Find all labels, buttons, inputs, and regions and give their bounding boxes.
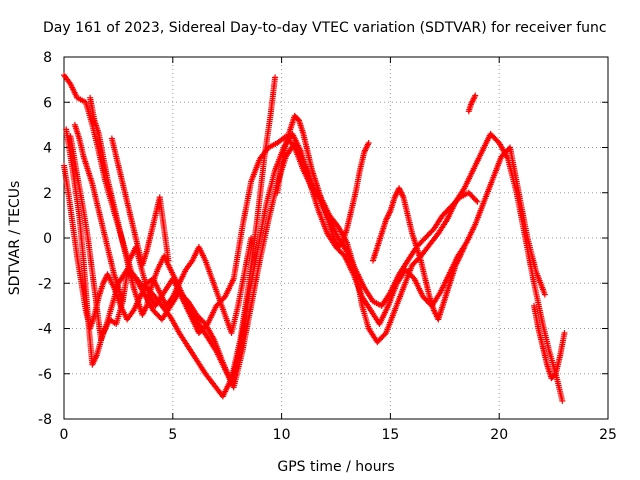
- x-tick-label: 20: [490, 427, 508, 443]
- data-point: [248, 235, 255, 241]
- data-point: [381, 331, 388, 338]
- y-tick-label: 8: [43, 50, 52, 66]
- data-point: [541, 291, 548, 298]
- y-tick-label: -6: [38, 367, 52, 383]
- data-point: [165, 257, 172, 264]
- x-tick-label: 5: [168, 427, 177, 443]
- data-point: [473, 197, 480, 204]
- data-point: [272, 74, 279, 81]
- y-tick-label: 2: [43, 186, 52, 202]
- data-point: [559, 397, 566, 404]
- y-tick-label: 0: [43, 231, 52, 247]
- axis-ticks: 0 5 10 15 20 25 -8 -6 -4 -2 0 2 4 6 8: [38, 50, 617, 443]
- chart-title: Day 161 of 2023, Sidereal Day-to-day VTE…: [43, 20, 607, 36]
- data-point: [461, 244, 468, 251]
- x-tick-label: 0: [60, 427, 69, 443]
- data-point: [365, 139, 372, 146]
- y-tick-label: 6: [43, 95, 52, 111]
- data-points: [61, 72, 568, 404]
- y-tick-label: 4: [43, 141, 52, 157]
- x-tick-label: 15: [381, 427, 399, 443]
- x-tick-label: 10: [273, 427, 291, 443]
- data-point: [474, 198, 481, 205]
- y-tick-label: -8: [38, 412, 52, 428]
- data-point: [119, 298, 126, 305]
- data-point: [561, 330, 568, 337]
- x-tick-label: 25: [599, 427, 617, 443]
- y-tick-label: -2: [38, 276, 52, 292]
- data-point: [472, 92, 479, 99]
- y-axis-label: SDTVAR / TECUs: [7, 181, 23, 296]
- x-axis-label: GPS time / hours: [277, 459, 394, 475]
- y-tick-label: -4: [38, 322, 52, 338]
